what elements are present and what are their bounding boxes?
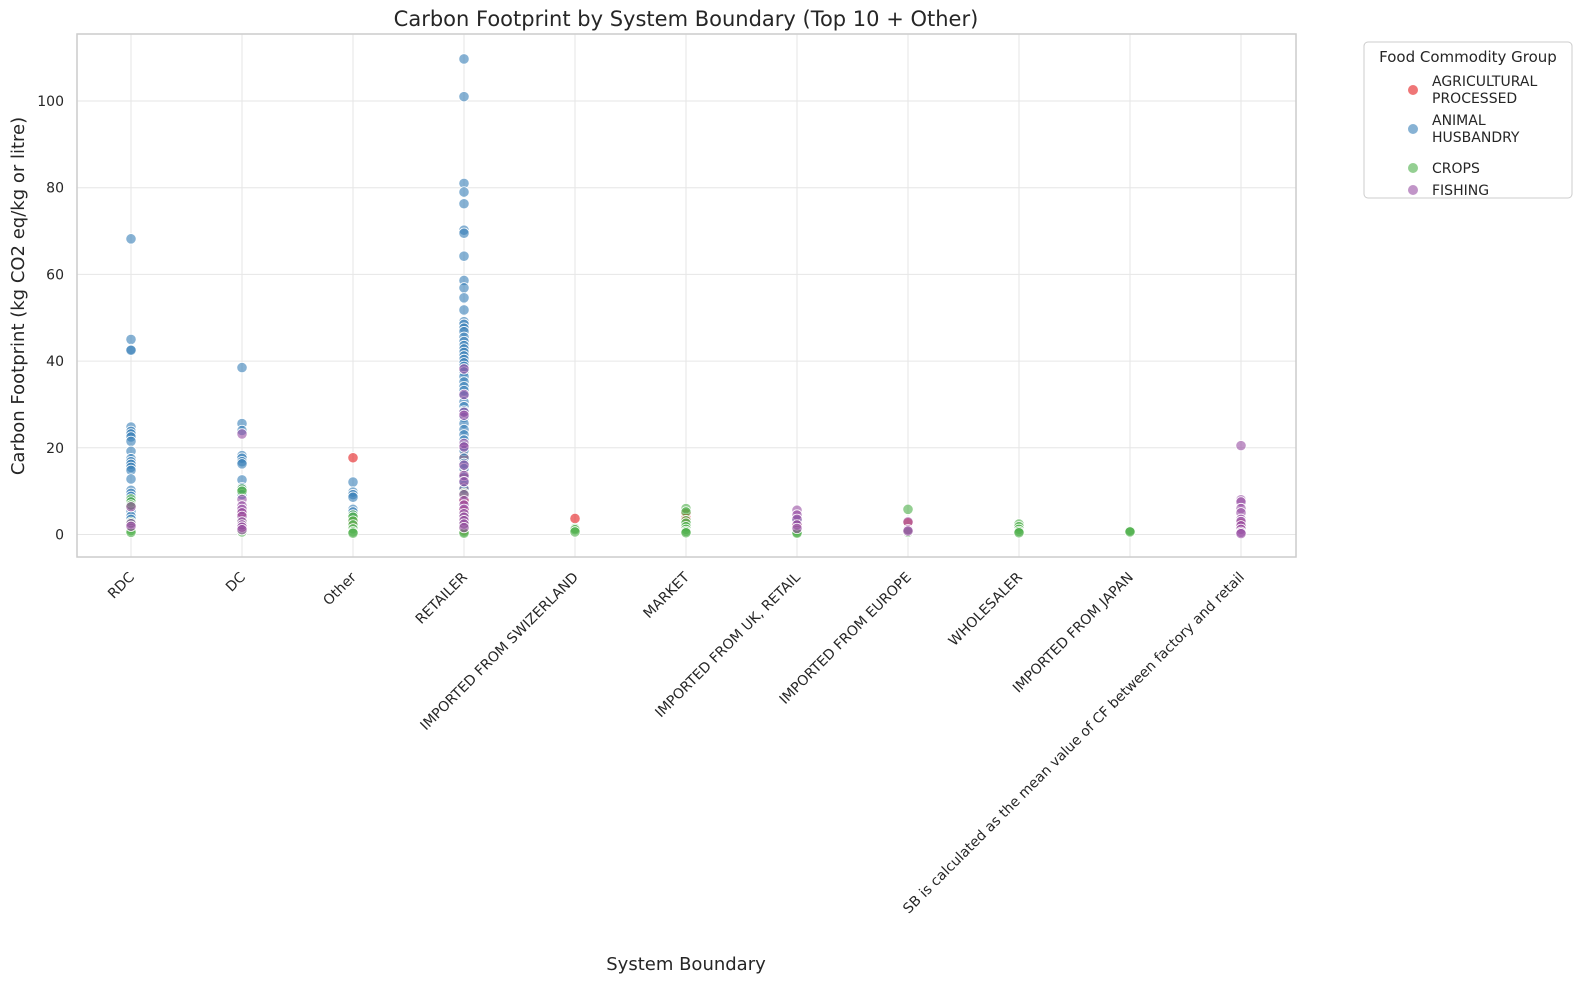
data-point [458,227,470,239]
data-point [125,473,137,485]
plot-frame [76,33,1297,558]
legend-label: HUSBANDRY [1432,130,1520,146]
data-point [458,282,470,294]
data-point [458,198,470,210]
y-tick-label: 40 [46,354,64,370]
y-axis-label: Carbon Footprint (kg CO2 eq/kg or litre) [8,117,29,475]
legend-marker [1408,163,1418,173]
data-point [236,524,248,536]
data-point [458,476,470,488]
data-point [347,491,359,503]
data-point [125,435,137,447]
data-point [125,233,137,245]
x-tick-label: WHOLESALER [946,569,1026,649]
data-point [236,458,248,470]
x-tick-label: RDC [105,569,138,602]
legend-label: CROPS [1432,161,1480,177]
data-point [1013,527,1025,539]
legend-marker [1408,85,1418,95]
x-tick-label: DC [223,569,249,595]
data-point [1235,440,1247,452]
data-point [458,91,470,103]
data-point [347,527,359,539]
x-axis-label: System Boundary [606,954,766,975]
data-point [236,362,248,374]
data-point [125,344,137,356]
grid-lines [77,34,1296,557]
y-tick-label: 0 [55,528,64,544]
data-point [347,452,359,464]
data-point [458,459,470,471]
data-point [347,476,359,488]
y-axis-ticks: 0 20 40 60 80 100 [37,94,64,544]
data-point [902,525,914,537]
data-point [125,501,137,513]
y-tick-label: 100 [37,94,64,110]
legend-label: ANIMAL [1432,113,1486,129]
data-point [902,503,914,515]
data-point [125,333,137,346]
data-point [1124,526,1136,538]
x-tick-label: RETAILER [413,569,471,627]
data-point [791,522,803,535]
x-tick-label: MARKET [641,569,694,622]
y-tick-label: 20 [46,441,64,457]
legend-label: FISHING [1432,183,1489,199]
y-tick-label: 80 [46,181,64,197]
legend-label: AGRICULTURAL [1432,74,1537,90]
data-point [569,512,581,525]
data-point [458,250,470,262]
data-point [458,53,470,65]
chart-title: Carbon Footprint by System Boundary (Top… [394,7,979,31]
x-tick-label: IMPORTED FROM JAPAN [1010,570,1137,697]
data-point [458,363,470,375]
data-point [236,428,248,440]
data-point [458,292,470,304]
legend-title: Food Commodity Group [1379,48,1557,66]
data-point [458,388,470,401]
data-point [458,409,470,421]
data-point [569,526,581,538]
data-point [458,186,470,198]
data-points [125,53,1247,540]
legend-marker [1408,124,1418,134]
x-tick-label: IMPORTED FROM EUROPE [777,570,915,708]
data-point [458,304,470,316]
legend-box [1363,41,1573,199]
data-point [458,441,470,453]
legend-label: PROCESSED [1432,91,1517,107]
data-point [1235,528,1247,540]
legend: Food Commodity Group AGRICULTURALPROCESS… [1363,41,1573,199]
legend-marker [1408,185,1418,195]
x-tick-label: Other [320,569,360,609]
y-tick-label: 60 [46,267,64,283]
data-point [458,521,470,534]
data-point [125,520,137,532]
data-point [680,527,692,539]
